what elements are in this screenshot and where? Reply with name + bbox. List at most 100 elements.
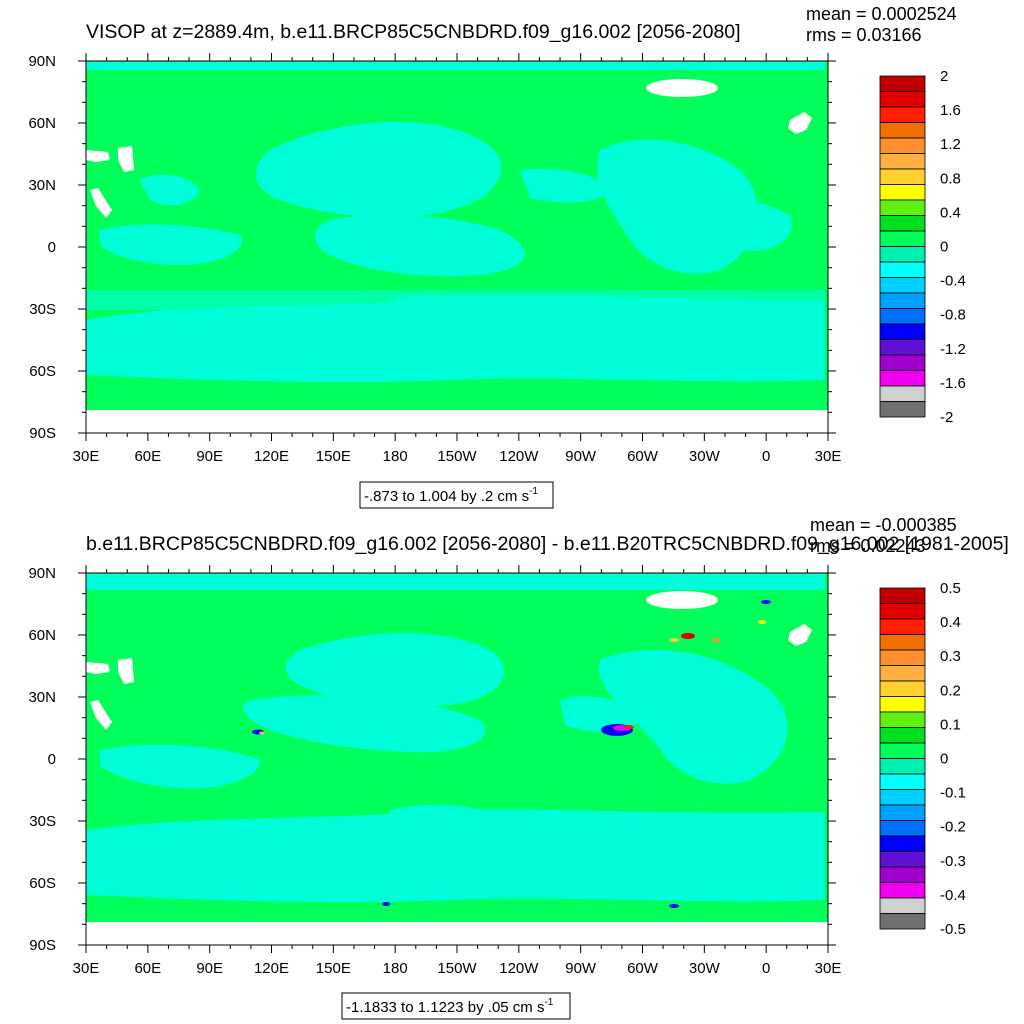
panel-2-negative-regions — [86, 574, 825, 903]
colorbar-box — [879, 246, 926, 263]
colorbar-box — [879, 680, 926, 697]
colorbar-label: 0.1 — [940, 716, 961, 733]
colorbar-box — [879, 323, 926, 340]
x-tick-label: 120W — [499, 448, 539, 465]
colorbar-label: -0.3 — [940, 853, 966, 870]
y-tick-label: 60N — [28, 627, 56, 644]
x-tick-label: 180 — [383, 448, 408, 465]
x-tick-label: 30W — [689, 960, 721, 977]
panel-2-info-box — [341, 992, 571, 1020]
colorbar-box — [879, 696, 926, 713]
y-tick-label: 0 — [48, 239, 56, 256]
panel-2: b.e11.BRCP85C5CNBDRD.f09_g16.002 [2056-2… — [28, 515, 1009, 1020]
colorbar-label: -1.6 — [940, 375, 966, 392]
colorbar-box — [879, 184, 926, 201]
colorbar-label: 1.2 — [940, 136, 961, 153]
colorbar-box — [879, 820, 926, 837]
y-tick-label: 30S — [29, 813, 56, 830]
colorbar-label: -0.1 — [940, 785, 966, 802]
y-tick-label: 90N — [28, 53, 56, 70]
colorbar-box — [879, 261, 926, 278]
colorbar-box — [879, 153, 926, 170]
panel-1-info-box — [359, 481, 554, 509]
panel-1-axes: 30E 60E 90E 120E 150E 180 150W 120W 90W 60W 30W 0 30… — [28, 53, 841, 465]
colorbar-box — [879, 385, 926, 402]
colorbar-box — [879, 882, 926, 899]
colorbar-box — [879, 370, 926, 387]
panel-2-land — [86, 591, 828, 945]
colorbar-label: -0.4 — [940, 887, 966, 904]
colorbar-box — [879, 308, 926, 325]
x-tick-label: 150W — [437, 960, 477, 977]
colorbar-box — [879, 665, 926, 682]
colorbar-box — [879, 230, 926, 247]
x-tick-label: 0 — [762, 960, 770, 977]
x-tick-label: 30W — [689, 448, 721, 465]
panel-2-mean: mean = -0.000385 — [810, 515, 957, 535]
panel-2-axes: 30E 60E 90E 120E 150E 180 150W 120W 90W 60W 30W 0 30… — [28, 565, 841, 977]
y-tick-label: 0 — [48, 751, 56, 768]
colorbar-box — [879, 106, 926, 123]
colorbar-box — [879, 215, 926, 232]
panel-2-colorbar: 0.5 0.4 0.3 0.2 0.1 0 -0.1 -0.2 -0.3 -0.4 -0.5 — [879, 580, 966, 938]
colorbar-box — [879, 711, 926, 728]
x-tick-label: 150E — [316, 960, 351, 977]
colorbar-label: 0.4 — [940, 204, 961, 221]
colorbar-label: 0 — [940, 239, 948, 256]
y-tick-label: 90S — [29, 937, 56, 954]
colorbar-label: -0.5 — [940, 921, 966, 938]
colorbar-box — [879, 804, 926, 821]
colorbar-box — [879, 773, 926, 790]
colorbar-box — [879, 292, 926, 309]
panel-2-map — [86, 573, 828, 945]
x-tick-label: 150E — [316, 448, 351, 465]
x-tick-label: 90W — [565, 960, 597, 977]
colorbar-box — [879, 789, 926, 806]
colorbar-label: 1.6 — [940, 102, 961, 119]
panel-1-contour-unit-exp: -1 — [529, 486, 538, 497]
colorbar-box — [879, 742, 926, 759]
svg-text:-.873 to 1.004 by .2 cm s-1: -.873 to 1.004 by .2 cm s-1 — [364, 486, 538, 505]
colorbar-label: -1.2 — [940, 341, 966, 358]
x-tick-label: 90W — [565, 448, 597, 465]
colorbar-box — [879, 727, 926, 744]
x-tick-label: 60W — [627, 448, 659, 465]
colorbar-box — [879, 758, 926, 775]
x-tick-label: 30E — [73, 448, 100, 465]
colorbar-box — [879, 649, 926, 666]
colorbar-label: 0.3 — [940, 648, 961, 665]
panel-2-anomaly-spots — [252, 600, 771, 908]
panel-1-map — [86, 61, 828, 433]
y-tick-label: 60S — [29, 875, 56, 892]
colorbar-label: -0.2 — [940, 819, 966, 836]
x-tick-label: 30E — [815, 960, 842, 977]
svg-text:-1.1833 to 1.1223 by .05 cm s-: -1.1833 to 1.1223 by .05 cm s-1 — [346, 997, 554, 1016]
colorbar-box — [879, 91, 926, 108]
colorbar-box — [879, 634, 926, 651]
panel-1: VISOP at z=2889.4m, b.e11.BRCP85C5CNBDRD… — [28, 4, 966, 509]
x-tick-label: 120E — [254, 448, 289, 465]
x-tick-label: 90E — [196, 960, 223, 977]
x-tick-label: 30E — [815, 448, 842, 465]
colorbar-box — [879, 137, 926, 154]
colorbar-label: 0.2 — [940, 682, 961, 699]
panel-1-land — [86, 79, 828, 433]
x-tick-label: 60W — [627, 960, 659, 977]
colorbar-box — [879, 866, 926, 883]
y-tick-label: 30N — [28, 689, 56, 706]
colorbar-label: 2 — [940, 68, 948, 85]
x-tick-label: 120E — [254, 960, 289, 977]
panel-1-colorbar: 2 1.6 1.2 0.8 0.4 0 -0.4 -0.8 -1.2 -1.6 -2 — [879, 68, 966, 426]
colorbar-box — [879, 75, 926, 92]
x-tick-label: 90E — [196, 448, 223, 465]
colorbar-box — [879, 339, 926, 356]
colorbar-label: 0.5 — [940, 580, 961, 597]
colorbar-label: 0.4 — [940, 614, 961, 631]
colorbar-label: -0.4 — [940, 273, 966, 290]
colorbar-box — [879, 587, 926, 604]
colorbar-box — [879, 913, 926, 930]
colorbar-label: -2 — [940, 409, 953, 426]
colorbar-box — [879, 168, 926, 185]
colorbar-box — [879, 122, 926, 139]
